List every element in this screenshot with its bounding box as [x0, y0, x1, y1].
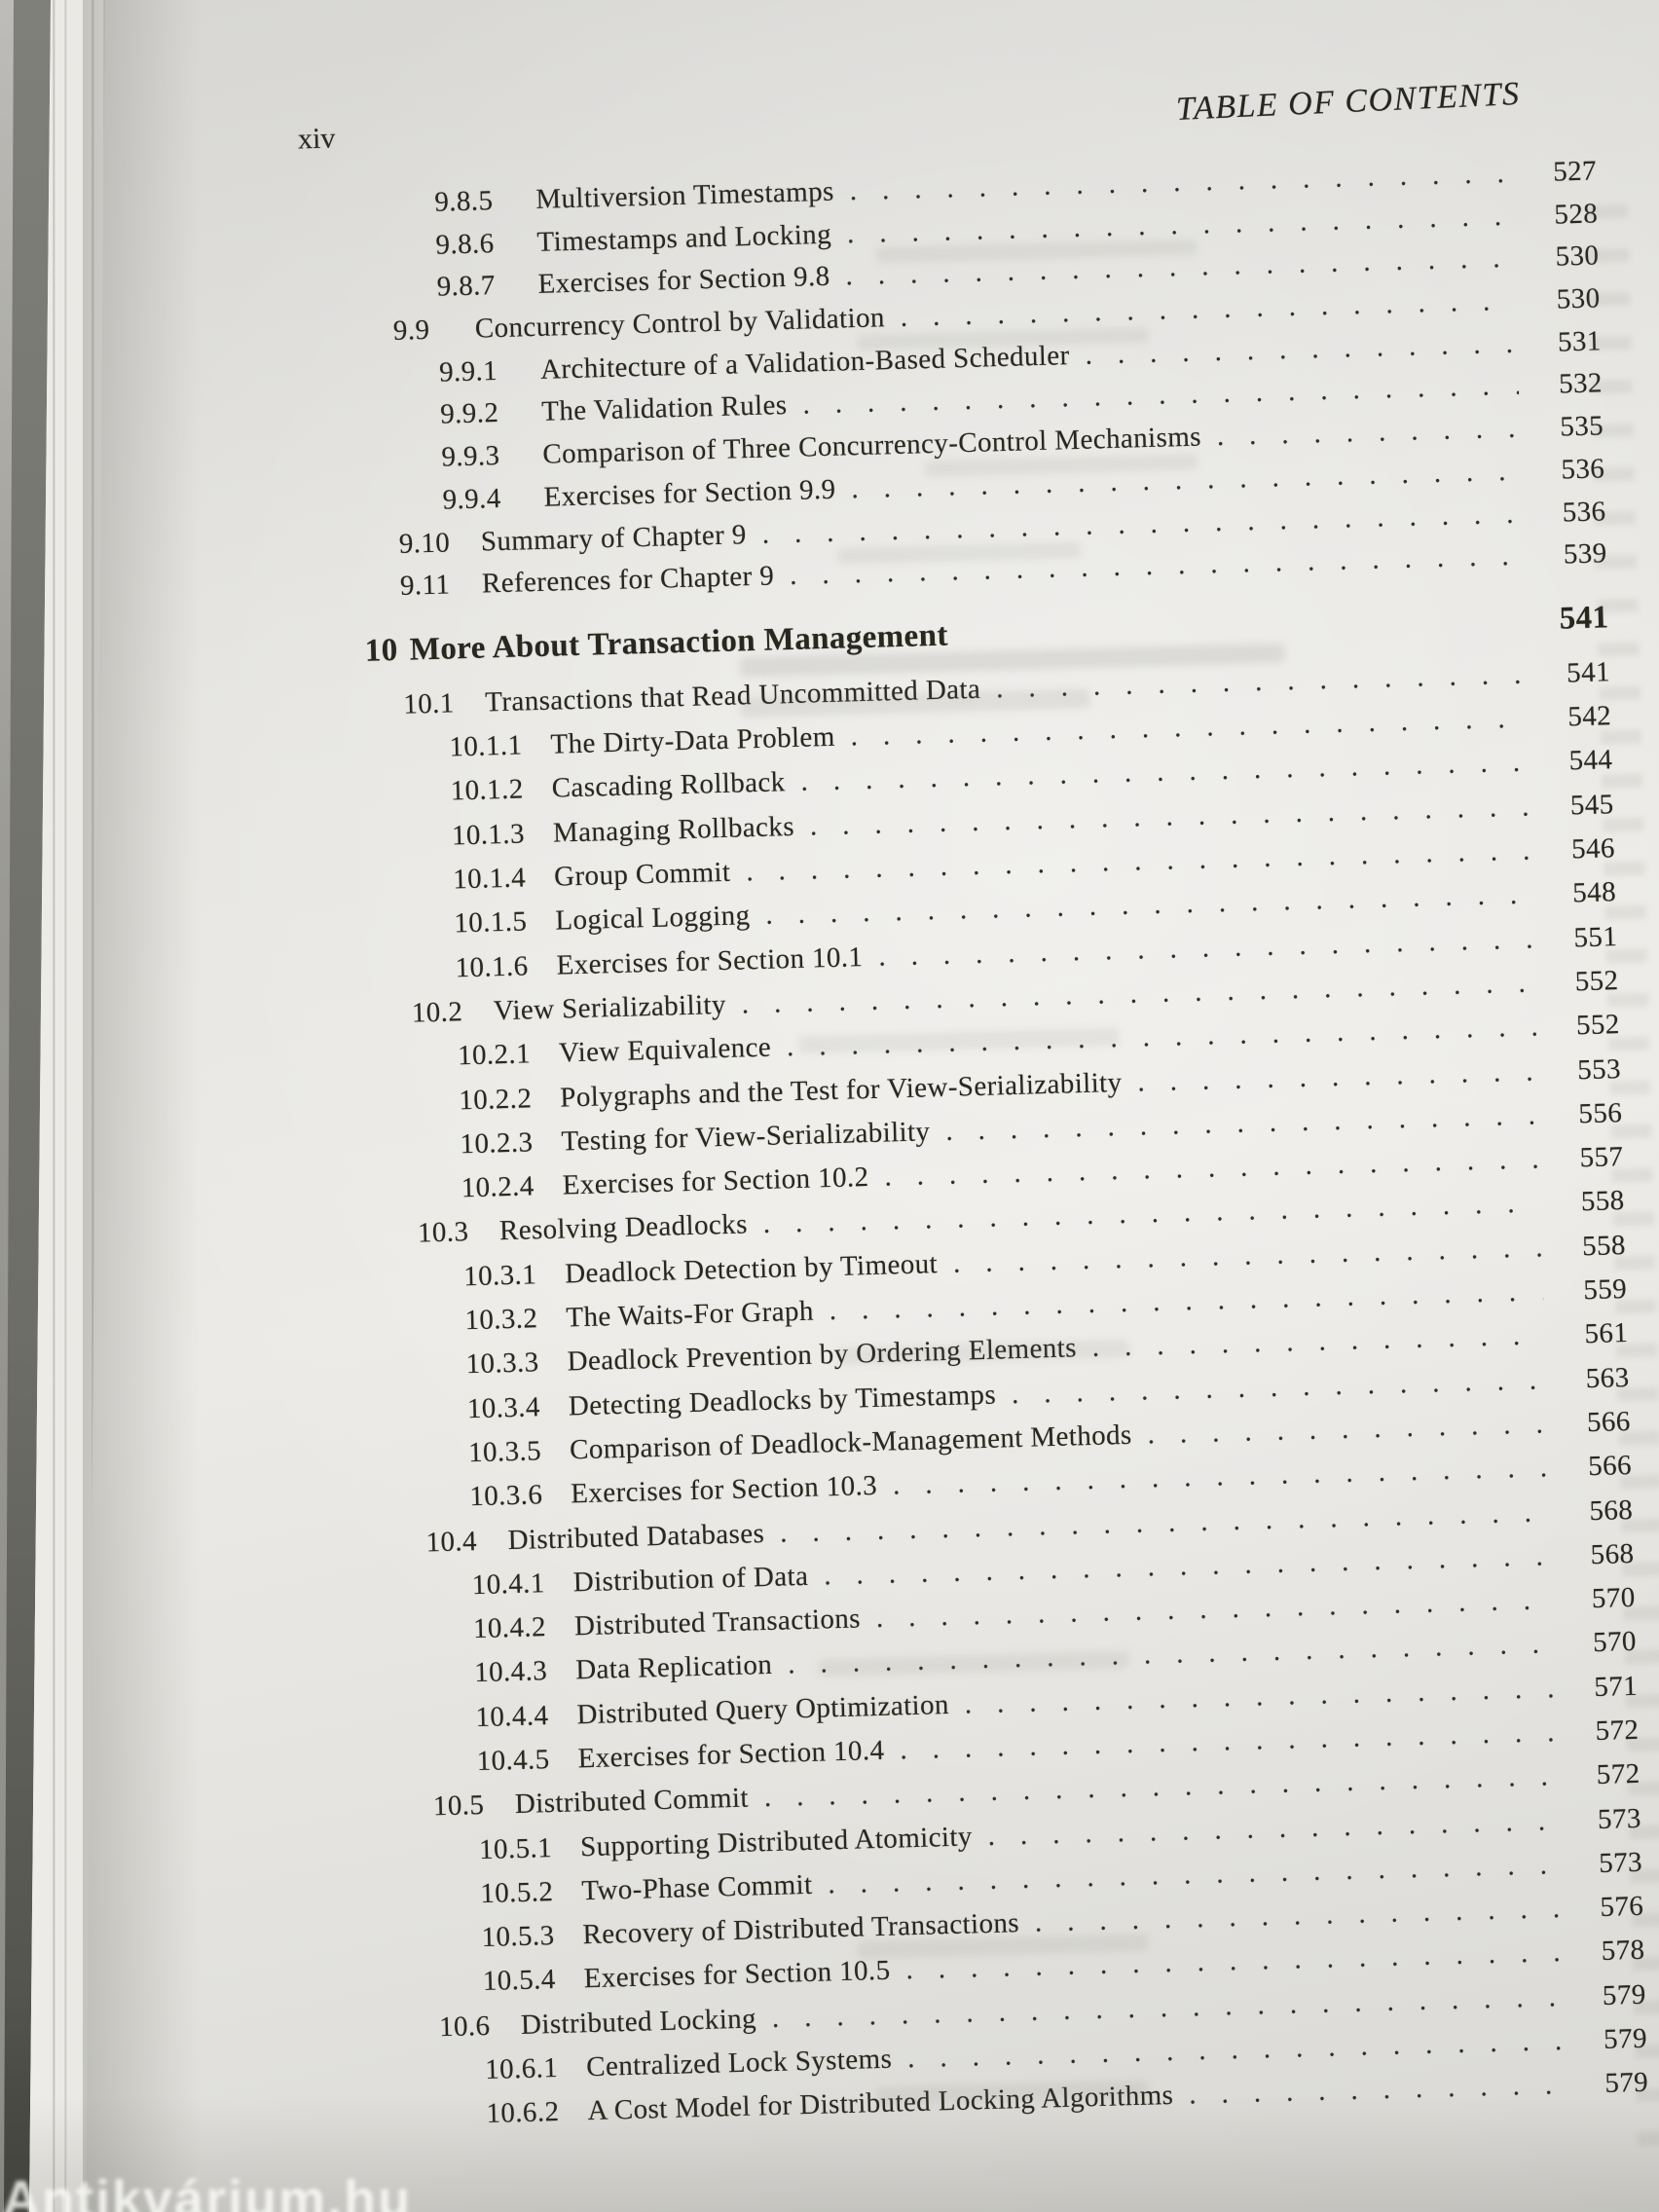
entry-title: Distribution of Data — [572, 1560, 809, 1599]
entry-number: 10.6.1 — [484, 2052, 559, 2086]
entry-title: Managing Rollbacks — [552, 810, 795, 849]
entry-number: 10.3.3 — [465, 1346, 539, 1381]
entry-number: 10.5.4 — [482, 1964, 557, 1998]
dot-leader: ........................................… — [849, 157, 1514, 207]
entry-title: Cascading Rollback — [551, 766, 787, 805]
entry-number: 9.9.2 — [439, 397, 499, 431]
entry-number: 10.5 — [432, 1789, 485, 1823]
entry-number: 10.4.3 — [473, 1655, 548, 1689]
entry-number: 9.11 — [399, 569, 451, 603]
seller-watermark: Antikvárium.hu — [2, 2170, 413, 2212]
entry-title: Group Commit — [553, 856, 731, 893]
entry-page: 528 — [1554, 198, 1599, 231]
entry-number: 10.4 — [425, 1525, 478, 1558]
entry-number: 9.9.4 — [442, 482, 502, 516]
entry-number: 10.1.4 — [452, 862, 527, 896]
entry-number: 10.3.4 — [466, 1390, 541, 1424]
entry-title: View Serializability — [493, 988, 727, 1027]
table-of-contents-list: 9.8.5 Multiversion Timestamps ..........… — [280, 155, 1649, 2147]
entry-number: 10.6 — [438, 2009, 491, 2044]
entry-title: Data Replication — [574, 1649, 773, 1686]
entry-title: Logical Logging — [554, 900, 751, 937]
entry-title: Exercises for Section 9.8 — [537, 261, 830, 301]
entry-title: The Waits-For Graph — [565, 1295, 815, 1334]
entry-number: 10.1 — [402, 687, 456, 720]
entry-number: 10.3.6 — [468, 1479, 543, 1513]
entry-page: 527 — [1552, 155, 1598, 188]
entry-number: 10.5.2 — [479, 1875, 554, 1909]
entry-number: 9.9 — [392, 313, 430, 347]
running-header: TABLE OF CONTENTS — [1175, 75, 1522, 129]
entry-number: 9.8.6 — [435, 227, 495, 261]
entry-title: Resolving Deadlocks — [498, 1208, 749, 1247]
entry-number: 10.4.5 — [476, 1744, 551, 1778]
entry-title: Multiversion Timestamps — [535, 175, 835, 215]
entry-number: 10.3 — [417, 1216, 469, 1250]
entry-number: 9.8.5 — [433, 185, 494, 218]
entry-number: 10.5.3 — [481, 1920, 555, 1954]
entry-number: 9.9.3 — [441, 440, 500, 473]
entry-number: 10.3.1 — [462, 1259, 537, 1293]
entry-number: 10.1.2 — [450, 773, 525, 807]
entry-title: Distributed Locking — [520, 2003, 757, 2041]
entry-title: References for Chapter 9 — [481, 560, 775, 600]
bottom-shadow — [0, 2095, 1659, 2212]
entry-number: 10.5.1 — [478, 1831, 553, 1865]
entry-title: The Dirty-Data Problem — [550, 720, 836, 760]
entry-number: 10.2.2 — [458, 1082, 533, 1116]
entry-number: 10.2.1 — [457, 1038, 532, 1072]
entry-number: 10.1.1 — [449, 729, 523, 763]
entry-title: Distributed Commit — [514, 1782, 750, 1821]
page-number-folio: xiv — [297, 122, 336, 156]
entry-number: 10.4.4 — [475, 1699, 549, 1733]
entry-number: 10.3.5 — [467, 1435, 542, 1469]
entry-title: Timestamps and Locking — [536, 218, 832, 258]
entry-title: Summary of Chapter 9 — [480, 518, 748, 558]
entry-number: 10.4.2 — [472, 1611, 547, 1645]
entry-title: The Validation Rules — [540, 389, 788, 428]
entry-number: 9.10 — [398, 526, 451, 560]
page-gutter-shadow — [83, 0, 200, 2212]
entry-number: 9.9.1 — [438, 354, 498, 388]
entry-number: 10.2.4 — [461, 1170, 535, 1204]
entry-number: 10.2.3 — [460, 1126, 534, 1161]
entry-number: 10.1.5 — [453, 905, 528, 940]
entry-title: View Equivalence — [558, 1031, 772, 1069]
entry-title: Distributed Databases — [507, 1517, 765, 1556]
entry-number: 10.3.2 — [464, 1303, 538, 1337]
entry-number: 10.1.3 — [451, 818, 526, 852]
entry-title: Distributed Transactions — [573, 1603, 862, 1642]
entry-title: Two-Phase Commit — [580, 1868, 813, 1907]
entry-number: 9.8.7 — [436, 270, 497, 304]
entry-title: Exercises for Section 9.9 — [543, 473, 836, 513]
entry-number: 10.4.1 — [471, 1567, 546, 1602]
entry-number: 10.1.6 — [455, 950, 529, 984]
entry-number: 10 — [364, 632, 399, 669]
entry-number: 10.2 — [411, 996, 463, 1029]
